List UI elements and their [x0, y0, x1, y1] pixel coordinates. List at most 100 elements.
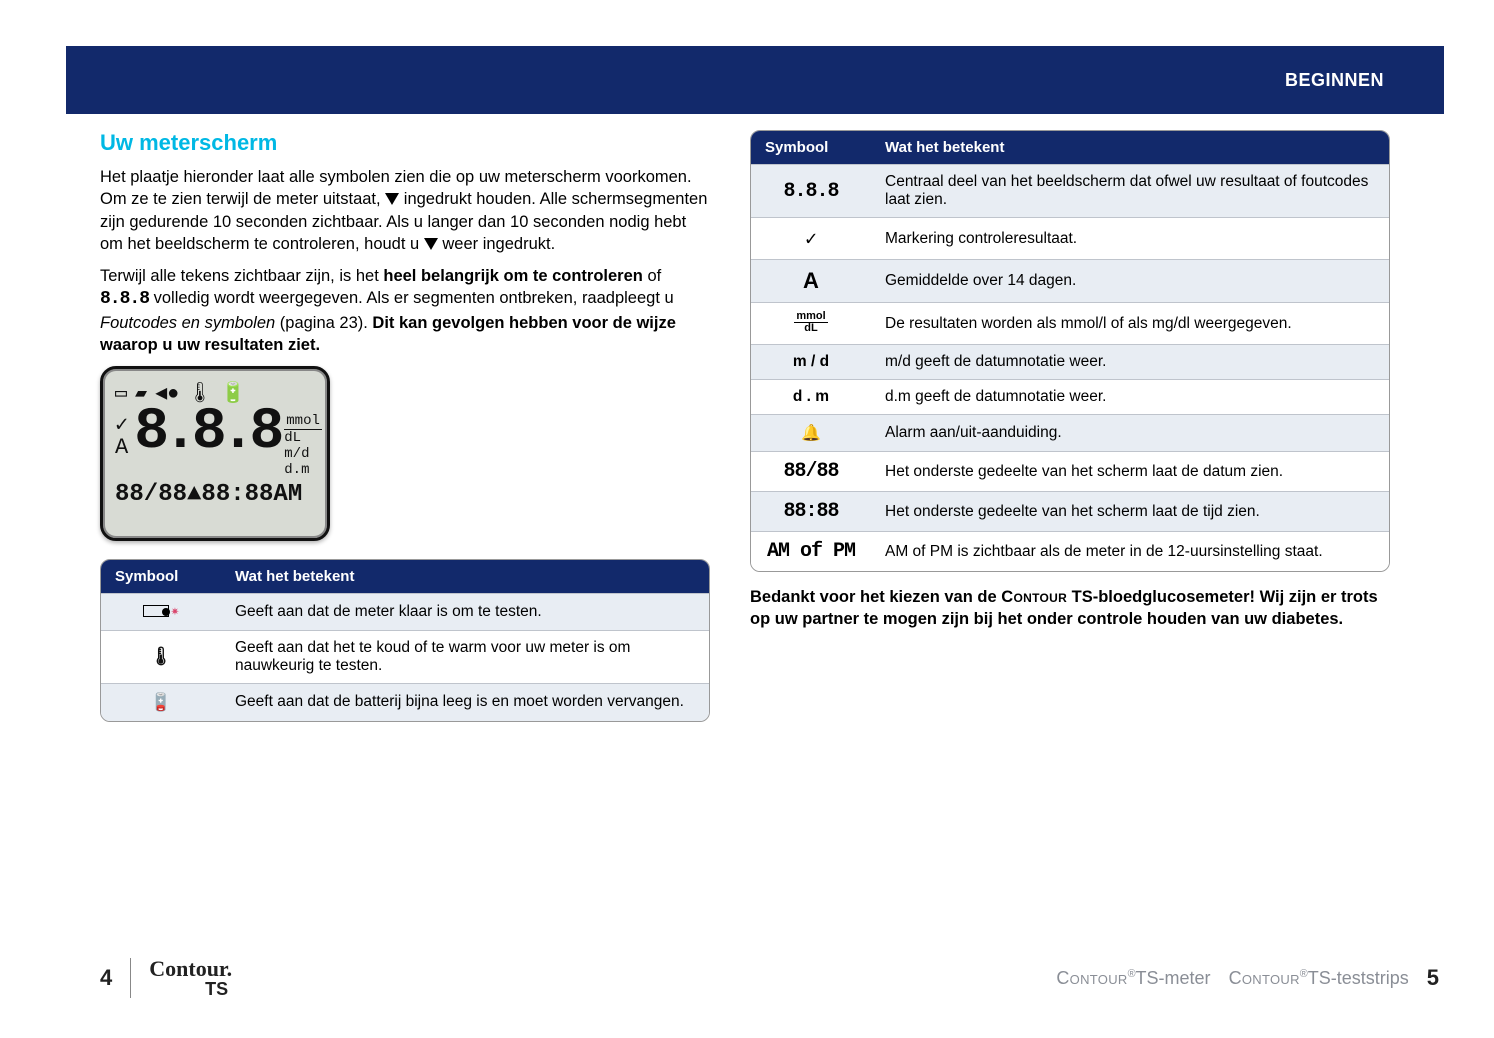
divider	[130, 958, 131, 998]
table-row: 88/88 Het onderste gedeelte van het scher…	[751, 451, 1389, 491]
blood-drop-icon: ✷	[143, 602, 179, 619]
brand-logo: Contour. TS	[149, 958, 232, 998]
symbol-cell: ✷	[101, 593, 221, 630]
unit-dl: dL	[284, 430, 322, 446]
meaning-cell: Alarm aan/uit-aanduiding.	[871, 414, 1389, 451]
table-row: Geeft aan dat het te koud of te warm voo…	[101, 630, 709, 683]
symbol-cell: m / d	[751, 344, 871, 379]
table-row: d . md.m geeft de datumnotatie weer.	[751, 379, 1389, 414]
battery-icon	[150, 695, 172, 712]
symbol-cell: 88:88	[751, 491, 871, 531]
unit-md: m/d	[284, 446, 322, 462]
thermometer-icon	[150, 649, 173, 666]
p2c: of	[643, 267, 661, 285]
symbol-cell: mmoldL	[751, 302, 871, 344]
table-row: m / dm/d geeft de datumnotatie weer.	[751, 344, 1389, 379]
thanks-paragraph: Bedankt voor het kiezen van de Contour T…	[750, 586, 1390, 631]
check-icon	[805, 232, 817, 249]
brand-ts: TS	[205, 980, 232, 998]
table-row: Geeft aan dat de batterij bijna leeg is …	[101, 683, 709, 721]
table-row: 8.8.8 Centraal deel van het beeldscherm d…	[751, 164, 1389, 217]
symbol-cell	[101, 630, 221, 683]
symbol-table-right: Symbool Wat het betekent 8.8.8 Centraal d…	[750, 130, 1390, 572]
p2e: Foutcodes en symbolen	[100, 314, 275, 332]
table-row: Alarm aan/uit-aanduiding.	[751, 414, 1389, 451]
symbol-text: 8.8.8	[783, 180, 838, 203]
unit-icon: mmoldL	[794, 311, 827, 334]
product-strips: Contour®TS-teststrips	[1229, 968, 1409, 989]
meaning-cell: Centraal deel van het beeldscherm dat of…	[871, 164, 1389, 217]
p1c: weer ingedrukt.	[438, 235, 555, 253]
table-row: 88:88 Het onderste gedeelte van het scher…	[751, 491, 1389, 531]
meaning-cell: Gemiddelde over 14 dagen.	[871, 259, 1389, 302]
col-meaning: Wat het betekent	[871, 131, 1389, 164]
meter-screen-illustration: ▭ ▰ ◀● 🌡 🔋 ✓ A 8.8.8 mmol dL m/d d.m	[100, 366, 330, 541]
unit-mmol: mmol	[284, 413, 322, 430]
meaning-cell: AM of PM is zichtbaar als de meter in de…	[871, 531, 1389, 571]
meaning-cell: d.m geeft de datumnotatie weer.	[871, 379, 1389, 414]
p2d: volledig wordt weergegeven. Als er segme…	[149, 289, 674, 307]
symbol-text: A	[803, 268, 819, 293]
meaning-cell: De resultaten worden als mmol/l of als m…	[871, 302, 1389, 344]
symbol-cell: A	[751, 259, 871, 302]
footer-left: 4 Contour. TS	[100, 958, 232, 998]
prod2a: Contour	[1229, 968, 1300, 988]
symbol-text: 88:88	[783, 500, 838, 523]
section-label: BEGINNEN	[1285, 70, 1384, 91]
symbol-text: AM of PM	[767, 540, 855, 563]
p2a: Terwijl alle tekens zichtbaar zijn, is h…	[100, 267, 383, 285]
table-row: Markering controleresultaat.	[751, 217, 1389, 259]
unit-dm: d.m	[284, 462, 322, 478]
brand-contour: Contour.	[149, 958, 232, 980]
bell-icon	[801, 425, 821, 442]
inline-segment-display: 8.8.8	[100, 289, 149, 309]
col-symbol: Symbool	[101, 560, 221, 593]
symbol-cell	[751, 217, 871, 259]
intro-paragraph-2: Terwijl alle tekens zichtbaar zijn, is h…	[100, 265, 710, 356]
symbol-cell: d . m	[751, 379, 871, 414]
p2b: heel belangrijk om te controleren	[383, 267, 642, 285]
meaning-cell: Geeft aan dat de meter klaar is om te te…	[221, 593, 709, 630]
intro-paragraph-1: Het plaatje hieronder laat alle symbolen…	[100, 166, 710, 255]
header-bar: BEGINNEN	[66, 46, 1444, 114]
symbol-cell: 88/88	[751, 451, 871, 491]
symbol-table-left: Symbool Wat het betekent ✷ Geeft aan dat …	[100, 559, 710, 722]
symbol-cell	[101, 683, 221, 721]
down-arrow-icon	[385, 193, 399, 205]
page-footer: 4 Contour. TS Contour®TS-meter Contour®T…	[100, 958, 1439, 998]
left-column: Uw meterscherm Het plaatje hieronder laa…	[100, 130, 710, 722]
p2f: (pagina 23).	[275, 314, 372, 332]
col-symbol: Symbool	[751, 131, 871, 164]
meter-bottom-row: 88/88▲88:88AM	[115, 481, 315, 508]
page-number-right: 5	[1427, 965, 1439, 991]
meaning-cell: Het onderste gedeelte van het scherm laa…	[871, 451, 1389, 491]
thanks-brand: Contour	[1001, 588, 1067, 606]
product-meter: Contour®TS-meter	[1056, 968, 1210, 989]
symbol-cell: 8.8.8	[751, 164, 871, 217]
col-meaning: Wat het betekent	[221, 560, 709, 593]
table-row: AM of PM AM of PM is zichtbaar als de met…	[751, 531, 1389, 571]
table-row: A Gemiddelde over 14 dagen.	[751, 259, 1389, 302]
meaning-cell: Markering controleresultaat.	[871, 217, 1389, 259]
unit-labels: mmol dL m/d d.m	[284, 407, 322, 478]
meaning-cell: Geeft aan dat het te koud of te warm voo…	[221, 630, 709, 683]
page-number-left: 4	[100, 965, 112, 991]
thanks-a: Bedankt voor het kiezen van de	[750, 588, 1001, 606]
meaning-cell: Het onderste gedeelte van het scherm laa…	[871, 491, 1389, 531]
down-arrow-icon	[424, 238, 438, 250]
table-row: ✷ Geeft aan dat de meter klaar is om te t…	[101, 593, 709, 630]
segment-display: 8.8.8	[134, 407, 278, 459]
table-row: mmoldL De resultaten worden als mmol/l of…	[751, 302, 1389, 344]
symbol-cell	[751, 414, 871, 451]
prod1b: TS-meter	[1136, 968, 1211, 988]
meter-main-row: ✓ A 8.8.8 mmol dL m/d d.m	[115, 407, 315, 478]
page-content: Uw meterscherm Het plaatje hieronder laa…	[100, 130, 1434, 722]
prod1a: Contour	[1056, 968, 1127, 988]
strip-icon: ▭	[115, 380, 127, 406]
symbol-text: 88/88	[783, 460, 838, 483]
symbol-cell: AM of PM	[751, 531, 871, 571]
check-icon: ✓	[115, 415, 128, 437]
average-icon: A	[115, 437, 128, 459]
right-column: Symbool Wat het betekent 8.8.8 Centraal d…	[750, 130, 1390, 722]
footer-right: Contour®TS-meter Contour®TS-teststrips 5	[1056, 965, 1439, 991]
